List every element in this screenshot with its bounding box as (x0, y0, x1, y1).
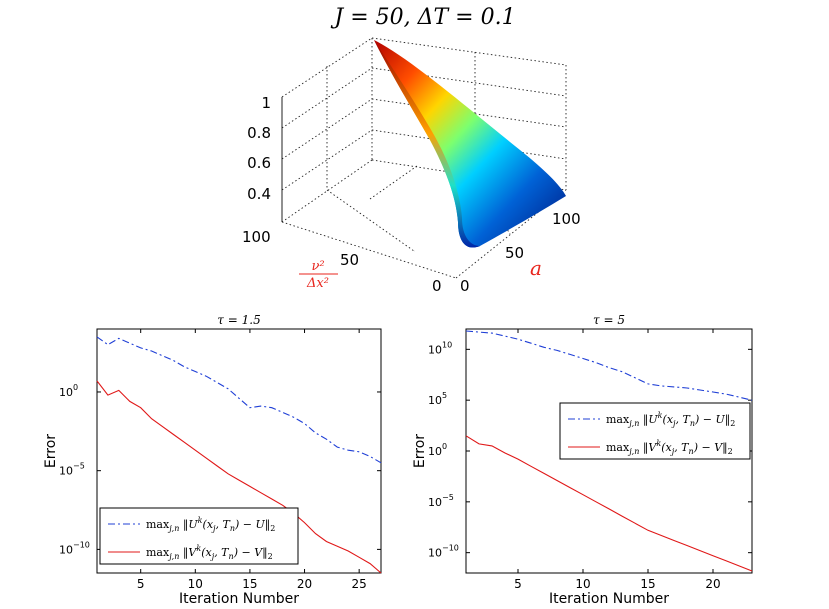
surface-title: J = 50, ΔT = 0.1 (330, 5, 515, 30)
y-tick-exponent: 5 (442, 391, 447, 400)
y-tick-exponent: −10 (442, 544, 459, 553)
legend-frame (559, 402, 751, 460)
legend-label-v: maxj,n ‖Vk(xj, Tn) − V‖2 (606, 439, 733, 456)
x-tick-label: 10 (575, 577, 590, 591)
x-axis-label: ν² Δx² (299, 259, 338, 291)
surface-front-edge (374, 40, 480, 248)
surface-plot: J = 50, ΔT = 0.1 (242, 5, 581, 295)
plot-left-title: τ = 1.5 (217, 313, 260, 327)
plot-left-frame (96, 328, 382, 574)
y-tick-label: 10 (59, 543, 73, 556)
legend: maxj,n ‖Uk(xj, Tn) − U‖2 maxj,n ‖Vk(xj, T… (99, 507, 299, 565)
y-tick-label: 10 (59, 465, 73, 478)
x-tick-labels: 100 50 0 (242, 228, 442, 295)
x-tick-label: 20 (297, 577, 312, 591)
y-tick-label: 10 (428, 496, 442, 509)
x-tick-label: 15 (242, 577, 257, 591)
z-tick-label: 1 (261, 94, 271, 112)
y-tick-exponent: −5 (73, 462, 85, 471)
series-v-line (96, 380, 382, 574)
surface-mesh (374, 40, 566, 248)
x-tick-label: 5 (514, 577, 522, 591)
legend: maxj,n ‖Uk(xj, Tn) − U‖2 maxj,n ‖Vk(xj, T… (559, 402, 751, 460)
z-tick-label: 0.4 (247, 185, 271, 203)
y-tick-label: 10 (428, 445, 442, 458)
y-tick-exponent: 10 (442, 340, 452, 349)
z-tick-labels: 0.4 0.6 0.8 1 (247, 94, 271, 203)
series-v-line (465, 435, 753, 572)
x-label-denominator: Δx² (306, 276, 329, 291)
legend-label-u: maxj,n ‖Uk(xj, Tn) − U‖2 (146, 516, 275, 533)
legend-frame (99, 507, 299, 565)
y-tick-label: 10 (428, 547, 442, 560)
z-tick-label: 0.6 (247, 154, 271, 172)
x-tick-label: 20 (705, 577, 720, 591)
plot-left-ylabel: Error (43, 434, 59, 468)
legend-label-u: maxj,n ‖Uk(xj, Tn) − U‖2 (606, 411, 735, 428)
x-tick-label: 50 (340, 251, 359, 269)
plot-right-xlabel: Iteration Number (549, 591, 669, 607)
y-tick-exponent: 0 (442, 442, 447, 451)
series-u-line (465, 330, 753, 401)
x-tick-label: 5 (137, 577, 145, 591)
x-tick-label: 10 (188, 577, 203, 591)
series-u-line (96, 336, 382, 464)
plot-right-ylabel: Error (412, 434, 428, 468)
y-axis-label: a (530, 256, 542, 280)
y-tick-label: 10 (59, 386, 73, 399)
plot-right-title: τ = 5 (593, 313, 625, 327)
y-tick-label: 10 (428, 394, 442, 407)
y-tick-label: 10 (428, 343, 442, 356)
z-tick-label: 0.8 (247, 124, 271, 142)
plot-left-xlabel: Iteration Number (179, 591, 299, 607)
y-tick-label: 100 (552, 210, 581, 228)
y-tick-label: 0 (460, 277, 470, 295)
legend-label-v: maxj,n ‖Vk(xj, Tn) − V‖2 (146, 544, 273, 561)
y-tick-labels: 0 50 100 (460, 210, 581, 295)
y-tick-label: 50 (505, 244, 524, 262)
x-tick-label: 0 (432, 277, 442, 295)
x-tick-label: 25 (352, 577, 367, 591)
x-label-numerator: ν² (311, 259, 324, 274)
y-tick-exponent: −10 (73, 540, 90, 549)
y-tick-exponent: 0 (73, 383, 78, 392)
x-tick-label: 15 (640, 577, 655, 591)
x-tick-label: 100 (242, 228, 271, 246)
y-tick-exponent: −5 (442, 493, 454, 502)
